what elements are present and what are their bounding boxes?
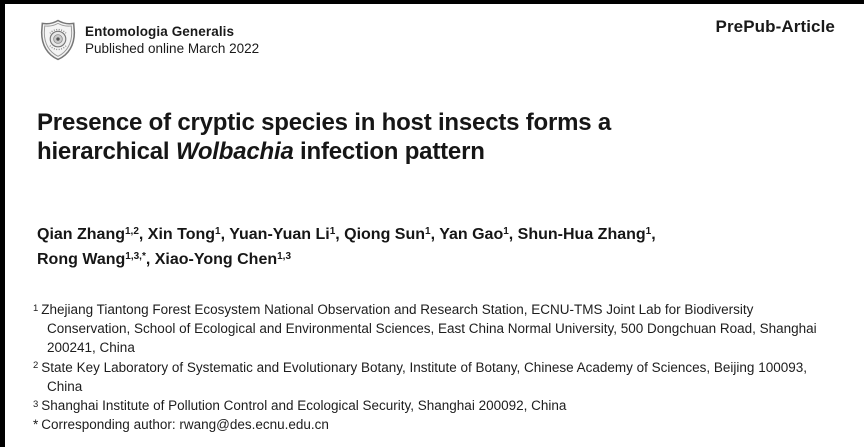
journal-name: Entomologia Generalis [85, 24, 235, 39]
author-name: Qian Zhang [37, 226, 125, 243]
author-name: Yan Gao [439, 226, 504, 243]
author-name: Xiao-Yong Chen [154, 251, 278, 268]
affiliation-text: Shanghai Institute of Pollution Control … [41, 398, 567, 414]
journal-brand-text: Entomologia Generalis Published online M… [85, 23, 259, 57]
author-separator: , [335, 226, 345, 243]
affiliation-marker: 1 [33, 302, 39, 314]
title-species-italic: Wolbachia [175, 138, 294, 165]
author: Xiao-Yong Chen1,3 [155, 251, 291, 268]
article-page: Entomologia Generalis Published online M… [5, 4, 864, 447]
author-affil-sup: 1,3 [277, 251, 292, 262]
journal-published-line: Published online March 2022 [85, 41, 260, 56]
author: Yan Gao1, [439, 226, 517, 243]
author-affil-sup: 1 [645, 226, 652, 237]
article-title: Presence of cryptic species in host inse… [37, 108, 807, 166]
author-affil-sup: 1 [503, 226, 509, 237]
author: Shun-Hua Zhang1, [518, 226, 656, 243]
affiliation-2: 2 State Key Laboratory of Systematic and … [33, 358, 831, 396]
author-affil-sup: 1 [215, 226, 221, 237]
author-affil-sup: 1 [425, 226, 431, 237]
affiliation-marker: 2 [33, 360, 39, 372]
affiliation-list: 1 Zhejiang Tiantong Forest Ecosystem Nati… [33, 300, 831, 434]
author-separator: , [145, 251, 155, 268]
affiliation-marker: 3 [33, 398, 39, 410]
corresponding-author-marker: * [33, 417, 39, 433]
corresponding-author-text: Corresponding author: rwang@des.ecnu.edu… [41, 417, 329, 433]
title-line2-before: hierarchical [37, 138, 176, 165]
author: Rong Wang1,3,*, [37, 251, 155, 268]
author-affil-sup: 1,3,* [125, 251, 146, 262]
journal-crest-icon [40, 19, 76, 61]
title-line1: Presence of cryptic species in host inse… [37, 109, 612, 136]
author-name: Yuan-Yuan Li [229, 226, 330, 243]
corresponding-author-line: * Corresponding author: rwang@des.ecnu.ed… [33, 415, 831, 434]
affiliation-1: 1 Zhejiang Tiantong Forest Ecosystem Nati… [33, 300, 831, 358]
author-separator: , [138, 226, 148, 243]
journal-brand: Entomologia Generalis Published online M… [39, 19, 259, 61]
author-name: Shun-Hua Zhang [517, 226, 646, 243]
author-name: Xin Tong [147, 226, 216, 243]
author-separator: , [220, 226, 230, 243]
author-affil-sup: 1,2 [125, 226, 139, 237]
author-list: Qian Zhang1,2, Xin Tong1, Yuan-Yuan Li1,… [37, 222, 827, 272]
author-separator: , [430, 226, 440, 243]
title-line2-after: infection pattern [293, 138, 485, 165]
prepub-article-badge: PrePub-Article [715, 17, 835, 36]
author-name: Rong Wang [37, 251, 126, 268]
author-separator: , [508, 226, 518, 243]
author: Yuan-Yuan Li1, [229, 226, 344, 243]
author-separator: , [651, 226, 656, 243]
author-name: Qiong Sun [344, 226, 426, 243]
author: Qiong Sun1, [344, 226, 439, 243]
author-affil-sup: 1 [329, 226, 336, 237]
affiliation-3: 3 Shanghai Institute of Pollution Control… [33, 396, 831, 415]
author: Xin Tong1, [148, 226, 229, 243]
affiliation-text: State Key Laboratory of Systematic and E… [41, 359, 807, 394]
affiliation-text: Zhejiang Tiantong Forest Ecosystem Natio… [41, 302, 817, 356]
author: Qian Zhang1,2, [37, 226, 148, 243]
